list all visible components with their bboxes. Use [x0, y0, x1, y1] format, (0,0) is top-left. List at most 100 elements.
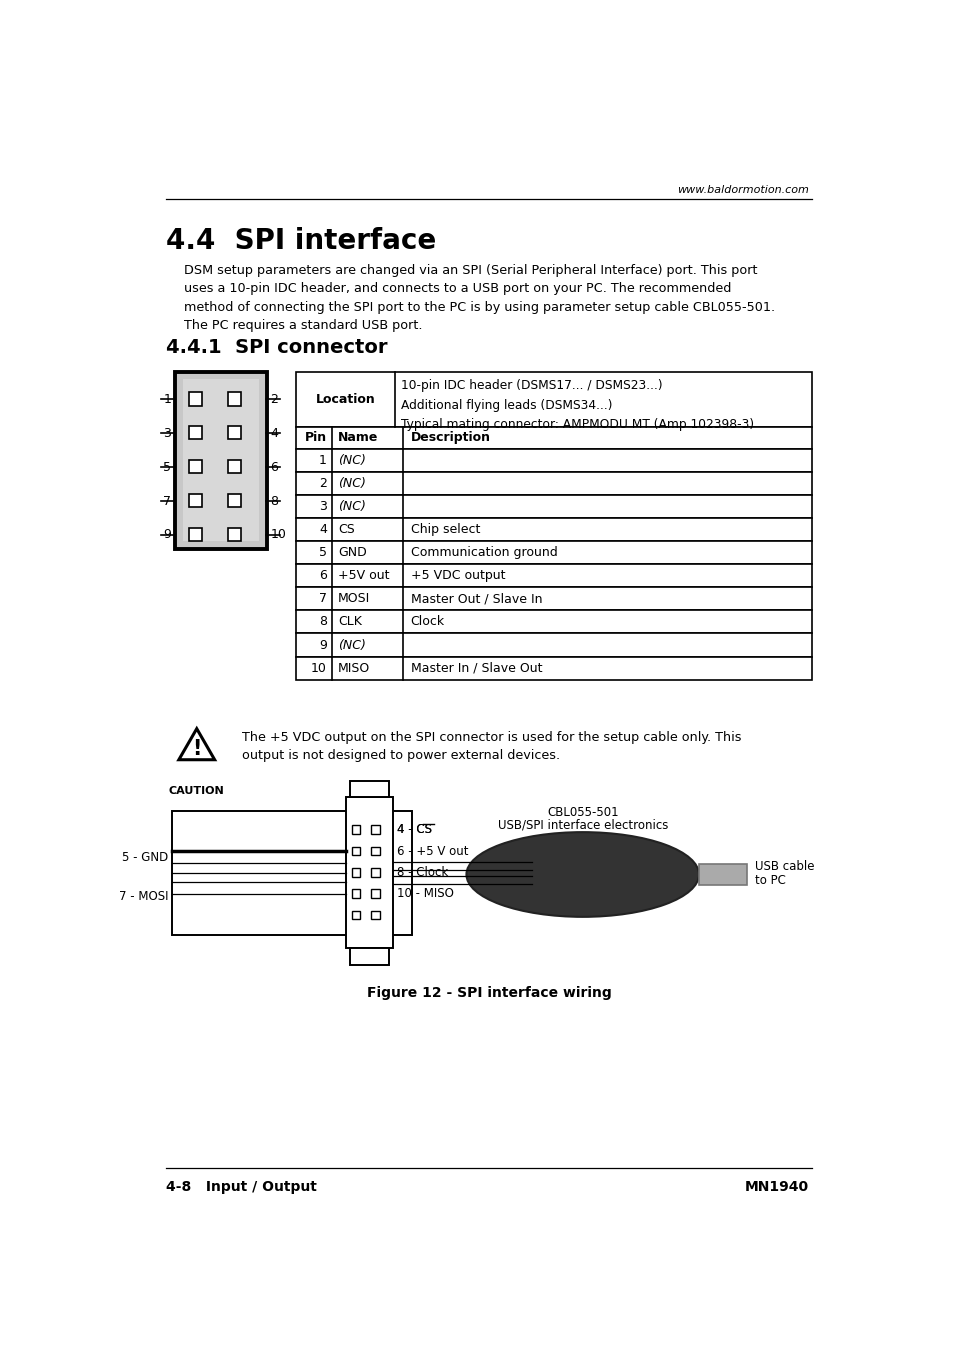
Bar	[295, 472, 811, 495]
Text: 2: 2	[318, 477, 327, 489]
Text: USB cable: USB cable	[754, 860, 814, 873]
Text: (NC): (NC)	[337, 454, 365, 466]
Bar	[189, 529, 202, 541]
Text: Figure 12 - SPI interface wiring: Figure 12 - SPI interface wiring	[366, 986, 611, 1000]
Bar	[352, 846, 360, 856]
Text: (NC): (NC)	[337, 500, 365, 512]
Text: Master Out / Slave In: Master Out / Slave In	[410, 592, 541, 606]
Text: 7 - MOSI: 7 - MOSI	[118, 890, 168, 903]
Bar	[295, 518, 811, 541]
Bar	[228, 426, 241, 439]
Bar	[371, 911, 379, 919]
Text: CS: CS	[337, 523, 355, 535]
Text: (NC): (NC)	[337, 638, 365, 652]
Bar	[189, 426, 202, 439]
Text: 10 - MISO: 10 - MISO	[396, 887, 453, 900]
Bar	[228, 529, 241, 541]
Bar	[371, 825, 379, 834]
Text: 2: 2	[270, 393, 278, 406]
Text: 4: 4	[318, 523, 327, 535]
Text: 7: 7	[163, 495, 171, 507]
Bar	[295, 564, 811, 587]
Text: Clock: Clock	[410, 615, 444, 629]
Text: www.baldormotion.com: www.baldormotion.com	[677, 185, 808, 195]
Text: 8: 8	[318, 615, 327, 629]
Text: !: !	[192, 738, 201, 758]
Text: USB/SPI interface electronics: USB/SPI interface electronics	[497, 819, 667, 831]
Text: Pin: Pin	[305, 431, 327, 445]
Text: 4.4  SPI interface: 4.4 SPI interface	[166, 227, 436, 256]
Text: Location: Location	[315, 393, 375, 406]
Polygon shape	[178, 729, 214, 760]
Bar	[371, 890, 379, 898]
Text: CLK: CLK	[337, 615, 361, 629]
Text: +5V out: +5V out	[337, 569, 389, 583]
Bar	[346, 798, 393, 948]
Bar	[183, 380, 258, 541]
Bar	[295, 495, 811, 518]
Text: 9: 9	[318, 638, 327, 652]
Bar	[295, 587, 811, 610]
Text: 4 - CS: 4 - CS	[396, 823, 432, 837]
Text: (NC): (NC)	[337, 477, 365, 489]
Bar	[228, 493, 241, 507]
Bar	[174, 372, 266, 549]
Bar	[352, 825, 360, 834]
Bar	[295, 449, 811, 472]
Text: 10: 10	[311, 661, 327, 675]
Text: 6 - +5 V out: 6 - +5 V out	[396, 845, 468, 859]
Text: 7: 7	[318, 592, 327, 606]
Text: Name: Name	[337, 431, 377, 445]
Text: The +5 VDC output on the SPI connector is used for the setup cable only. This
ou: The +5 VDC output on the SPI connector i…	[241, 730, 740, 763]
Text: 3: 3	[318, 500, 327, 512]
Text: 8 - Clock: 8 - Clock	[396, 867, 448, 879]
Bar	[295, 610, 811, 634]
Text: 5 - GND: 5 - GND	[122, 850, 168, 864]
Bar	[172, 811, 412, 934]
Bar	[295, 541, 811, 564]
Text: 1: 1	[318, 454, 327, 466]
Text: MISO: MISO	[337, 661, 370, 675]
Bar	[295, 657, 811, 680]
Text: 10: 10	[270, 529, 286, 541]
Bar	[189, 493, 202, 507]
Bar	[352, 890, 360, 898]
Text: 1: 1	[163, 393, 171, 406]
Text: to PC: to PC	[754, 875, 785, 887]
Text: GND: GND	[337, 546, 366, 560]
Bar	[699, 864, 746, 884]
Bar	[371, 868, 379, 877]
Text: 10-pin IDC header (DSMS17... / DSMS23...)
Additional flying leads (DSMS34...)
Ty: 10-pin IDC header (DSMS17... / DSMS23...…	[401, 380, 754, 431]
Text: 4: 4	[270, 427, 278, 439]
Text: 6: 6	[270, 461, 278, 473]
Text: DSM setup parameters are changed via an SPI (Serial Peripheral Interface) port. : DSM setup parameters are changed via an …	[184, 264, 775, 333]
Text: 6: 6	[318, 569, 327, 583]
Text: Description: Description	[410, 431, 490, 445]
Text: 9: 9	[163, 529, 171, 541]
Text: Chip select: Chip select	[410, 523, 479, 535]
Text: 4 - CS: 4 - CS	[396, 823, 432, 837]
Bar	[352, 868, 360, 877]
Text: CBL055-501: CBL055-501	[546, 806, 618, 819]
Text: MN1940: MN1940	[744, 1180, 808, 1194]
Text: MOSI: MOSI	[337, 592, 370, 606]
Bar	[228, 392, 241, 406]
Text: 3: 3	[163, 427, 171, 439]
Bar	[295, 634, 811, 657]
Bar	[371, 846, 379, 856]
Bar	[295, 372, 811, 427]
Bar	[350, 780, 389, 798]
Bar	[189, 392, 202, 406]
Bar	[228, 460, 241, 473]
Text: 5: 5	[318, 546, 327, 560]
Ellipse shape	[466, 831, 699, 917]
Text: +5 VDC output: +5 VDC output	[410, 569, 505, 583]
Bar	[350, 948, 389, 964]
Text: Master In / Slave Out: Master In / Slave Out	[410, 661, 541, 675]
Bar	[189, 460, 202, 473]
Text: CAUTION: CAUTION	[169, 786, 224, 796]
Text: Communication ground: Communication ground	[410, 546, 557, 560]
Bar	[295, 427, 811, 449]
Bar	[352, 911, 360, 919]
Text: 4.4.1  SPI connector: 4.4.1 SPI connector	[166, 338, 387, 357]
